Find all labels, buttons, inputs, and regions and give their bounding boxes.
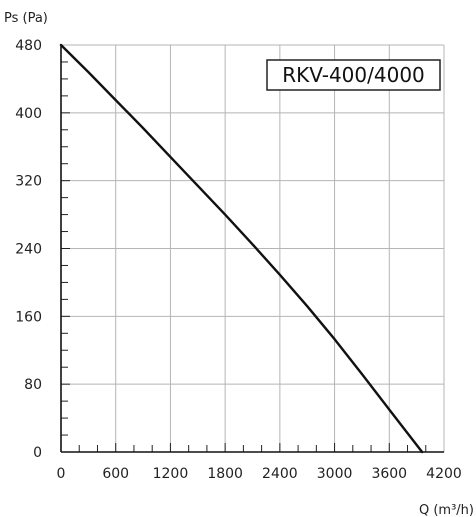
y-axis-title: Ps (Pa) xyxy=(4,11,48,26)
y-tick-labels: 0 80 160 240 320 400 480 xyxy=(15,38,42,461)
x-tick-label: 1200 xyxy=(153,466,189,482)
y-tick-label: 80 xyxy=(24,377,42,393)
minor-ticks xyxy=(61,61,427,452)
x-tick-label: 3000 xyxy=(317,466,353,482)
x-tick-label: 1800 xyxy=(207,466,243,482)
x-tick-label: 3600 xyxy=(371,466,407,482)
x-tick-label: 600 xyxy=(102,466,129,482)
x-tick-label: 0 xyxy=(57,466,66,482)
y-tick-label: 240 xyxy=(15,242,42,258)
x-tick-labels: 0 600 1200 1800 2400 3000 3600 4200 xyxy=(57,466,462,482)
model-label-box xyxy=(266,59,441,91)
model-label: RKV-400/4000 xyxy=(282,63,425,87)
y-tick-label: 0 xyxy=(33,445,42,461)
x-tick-label: 4200 xyxy=(426,466,462,482)
axes xyxy=(60,45,444,453)
y-tick-label: 400 xyxy=(15,106,42,122)
x-axis-title: Q (m³/h) xyxy=(419,503,474,517)
series-line xyxy=(59,43,424,454)
series-layer xyxy=(59,43,424,454)
x-tick-label: 2400 xyxy=(262,466,298,482)
y-tick-label: 320 xyxy=(15,174,42,190)
y-tick-label: 160 xyxy=(15,309,42,325)
grid xyxy=(61,44,445,452)
y-tick-label: 480 xyxy=(15,38,42,54)
